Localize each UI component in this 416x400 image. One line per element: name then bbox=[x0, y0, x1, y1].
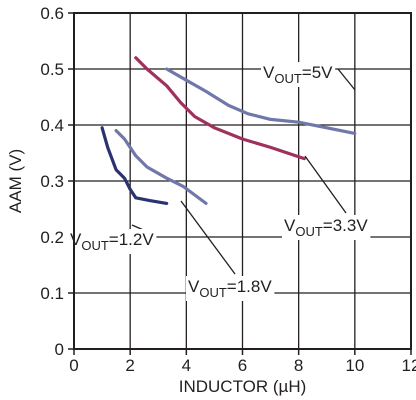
x-tick-label: 2 bbox=[125, 356, 134, 375]
series-lines bbox=[100, 56, 357, 205]
y-tick-label: 0.1 bbox=[40, 284, 64, 303]
series-line-3 bbox=[100, 126, 169, 205]
y-tick-label: 0.3 bbox=[40, 172, 64, 191]
x-tick-label: 12 bbox=[402, 356, 416, 375]
series-label-bg bbox=[186, 276, 275, 301]
x-tick-label: 4 bbox=[182, 356, 191, 375]
series-label-1: VOUT=3.3V bbox=[284, 216, 368, 239]
series-label-leader bbox=[180, 200, 236, 275]
y-axis-title: AAM (V) bbox=[6, 149, 25, 213]
x-axis-title: INDUCTOR (µH) bbox=[179, 377, 307, 396]
series-label-leader bbox=[304, 155, 347, 214]
x-tick-label: 10 bbox=[345, 356, 364, 375]
label-leaders bbox=[131, 68, 356, 275]
y-tick-label: 0.6 bbox=[40, 4, 64, 23]
plot-frame bbox=[73, 12, 412, 350]
y-tick-label: 0.5 bbox=[40, 60, 64, 79]
series-line-1 bbox=[134, 56, 306, 161]
series-label-2: VOUT=1.8V bbox=[188, 277, 272, 300]
series-line-0 bbox=[165, 67, 357, 135]
x-tick-label: 0 bbox=[69, 356, 78, 375]
y-tick-label: 0.4 bbox=[40, 116, 64, 135]
y-tick-label: 0 bbox=[55, 340, 64, 359]
x-tick-label: 6 bbox=[238, 356, 247, 375]
x-tick-label: 8 bbox=[294, 356, 303, 375]
tick-labels: 0 2 4 6 8 10 12 0 0.1 0.2 0.3 0.4 0.5 0.6 bbox=[40, 4, 416, 375]
series-line-2 bbox=[114, 129, 208, 205]
series-label-0: VOUT=5V bbox=[263, 63, 333, 86]
ticks bbox=[68, 12, 412, 355]
y-tick-label: 0.2 bbox=[40, 228, 64, 247]
series-label-leader bbox=[337, 68, 356, 91]
series-label-bg bbox=[282, 215, 371, 240]
series-label-bg bbox=[261, 62, 336, 87]
series-label-bg bbox=[68, 229, 157, 254]
